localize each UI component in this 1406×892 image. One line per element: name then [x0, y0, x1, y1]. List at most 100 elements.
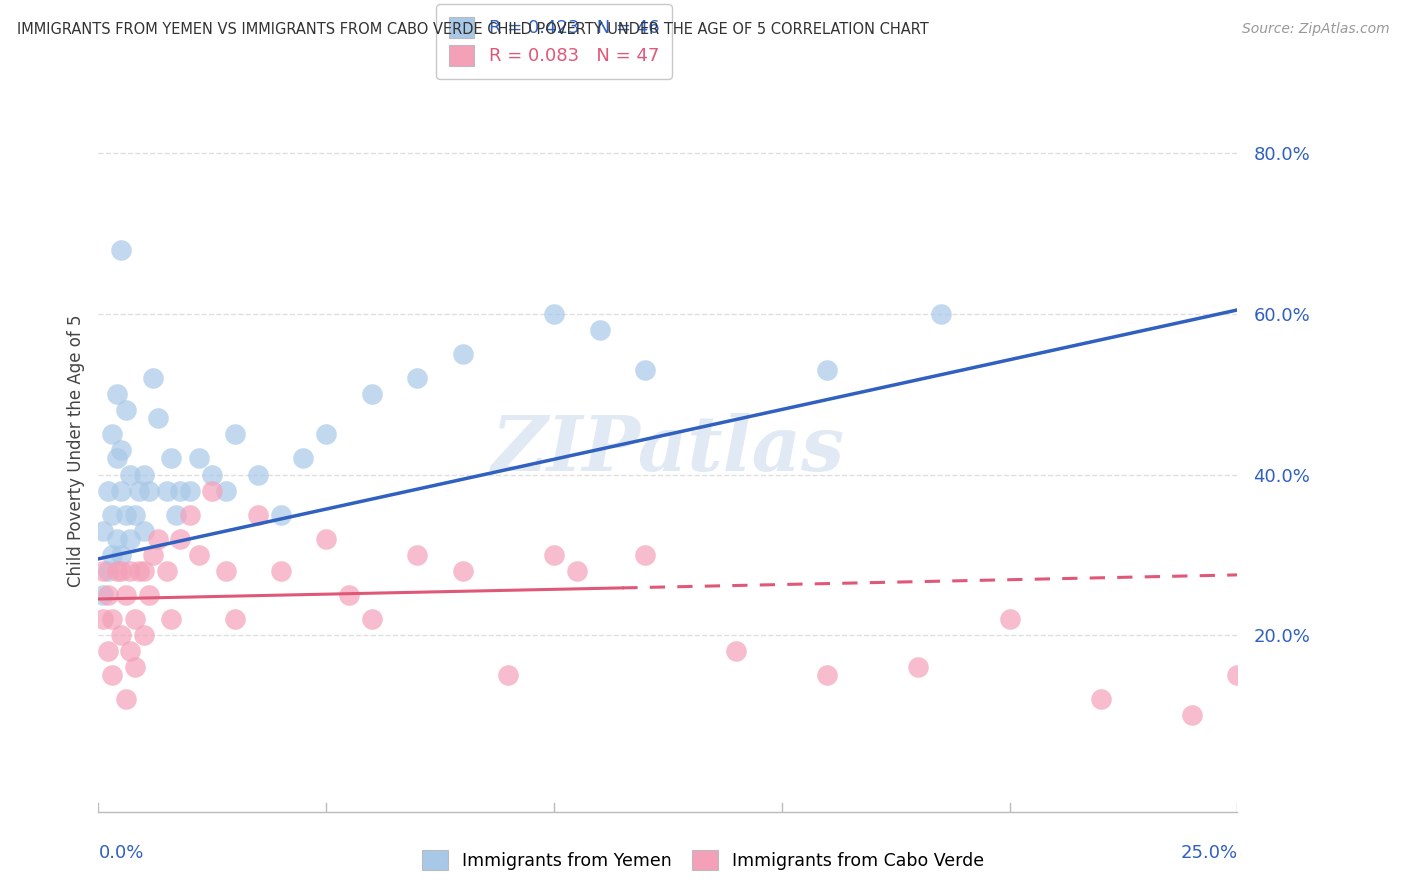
Point	[110, 628, 132, 642]
Point	[96, 483, 118, 498]
Point	[224, 427, 246, 442]
Point	[142, 371, 165, 385]
Point	[451, 564, 474, 578]
Point	[543, 307, 565, 321]
Point	[315, 532, 337, 546]
Point	[124, 508, 146, 522]
Point	[124, 660, 146, 674]
Point	[101, 427, 124, 442]
Point	[132, 628, 155, 642]
Point	[1226, 668, 1249, 682]
Point	[128, 483, 150, 498]
Point	[998, 612, 1021, 626]
Point	[929, 307, 952, 321]
Point	[114, 508, 136, 522]
Point	[91, 588, 114, 602]
Point	[179, 483, 201, 498]
Point	[91, 612, 114, 626]
Legend: R = 0.423   N = 46, R = 0.083   N = 47: R = 0.423 N = 46, R = 0.083 N = 47	[436, 4, 672, 78]
Point	[543, 548, 565, 562]
Point	[634, 548, 657, 562]
Point	[292, 451, 315, 466]
Point	[110, 443, 132, 458]
Point	[165, 508, 187, 522]
Point	[105, 564, 128, 578]
Point	[215, 564, 238, 578]
Point	[1090, 692, 1112, 706]
Point	[91, 524, 114, 538]
Point	[360, 387, 382, 401]
Point	[142, 548, 165, 562]
Point	[160, 451, 183, 466]
Point	[132, 524, 155, 538]
Point	[101, 612, 124, 626]
Point	[565, 564, 588, 578]
Point	[96, 644, 118, 658]
Point	[91, 564, 114, 578]
Point	[120, 467, 142, 482]
Point	[406, 371, 429, 385]
Point	[315, 427, 337, 442]
Text: 25.0%: 25.0%	[1180, 844, 1237, 862]
Point	[246, 508, 269, 522]
Point	[101, 548, 124, 562]
Point	[406, 548, 429, 562]
Point	[215, 483, 238, 498]
Point	[907, 660, 929, 674]
Point	[156, 483, 179, 498]
Text: ZIPatlas: ZIPatlas	[491, 414, 845, 487]
Point	[105, 387, 128, 401]
Point	[169, 532, 191, 546]
Point	[120, 564, 142, 578]
Point	[105, 532, 128, 546]
Point	[101, 508, 124, 522]
Point	[110, 564, 132, 578]
Point	[146, 411, 169, 425]
Text: Source: ZipAtlas.com: Source: ZipAtlas.com	[1241, 22, 1389, 37]
Point	[201, 483, 224, 498]
Point	[815, 363, 838, 377]
Point	[114, 403, 136, 417]
Point	[498, 668, 520, 682]
Point	[132, 564, 155, 578]
Point	[110, 483, 132, 498]
Point	[187, 548, 209, 562]
Point	[270, 508, 292, 522]
Point	[360, 612, 382, 626]
Point	[270, 564, 292, 578]
Point	[201, 467, 224, 482]
Point	[120, 532, 142, 546]
Point	[179, 508, 201, 522]
Point	[1181, 708, 1204, 723]
Point	[156, 564, 179, 578]
Point	[451, 347, 474, 361]
Point	[96, 564, 118, 578]
Point	[138, 483, 160, 498]
Point	[815, 668, 838, 682]
Point	[128, 564, 150, 578]
Point	[187, 451, 209, 466]
Point	[114, 692, 136, 706]
Legend: Immigrants from Yemen, Immigrants from Cabo Verde: Immigrants from Yemen, Immigrants from C…	[413, 841, 993, 879]
Point	[120, 644, 142, 658]
Text: IMMIGRANTS FROM YEMEN VS IMMIGRANTS FROM CABO VERDE CHILD POVERTY UNDER THE AGE : IMMIGRANTS FROM YEMEN VS IMMIGRANTS FROM…	[17, 22, 928, 37]
Point	[169, 483, 191, 498]
Point	[634, 363, 657, 377]
Y-axis label: Child Poverty Under the Age of 5: Child Poverty Under the Age of 5	[66, 314, 84, 587]
Point	[588, 323, 610, 337]
Text: 0.0%: 0.0%	[98, 844, 143, 862]
Point	[246, 467, 269, 482]
Point	[105, 451, 128, 466]
Point	[224, 612, 246, 626]
Point	[146, 532, 169, 546]
Point	[124, 612, 146, 626]
Point	[725, 644, 748, 658]
Point	[138, 588, 160, 602]
Point	[96, 588, 118, 602]
Point	[110, 243, 132, 257]
Point	[337, 588, 360, 602]
Point	[160, 612, 183, 626]
Point	[114, 588, 136, 602]
Point	[101, 668, 124, 682]
Point	[132, 467, 155, 482]
